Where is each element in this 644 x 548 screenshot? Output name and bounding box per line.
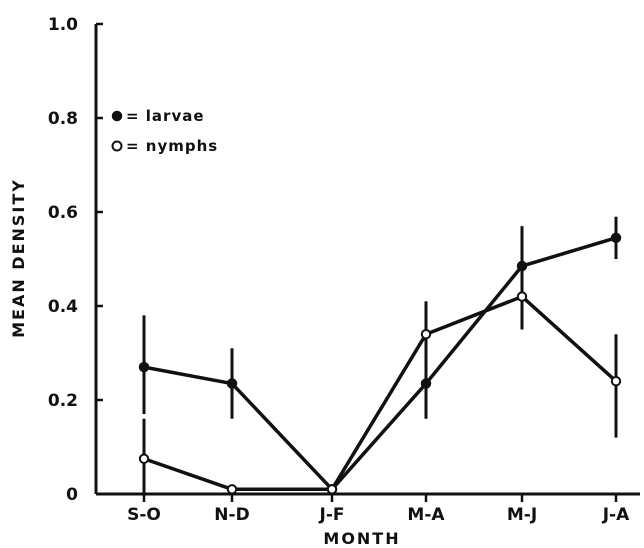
legend-nymphs-label: = nymphs bbox=[126, 137, 218, 155]
legend: = larvae = nymphs bbox=[111, 107, 218, 155]
x-tick-label: M-A bbox=[407, 505, 445, 525]
x-tick-label: S-O bbox=[127, 505, 161, 525]
legend-nymphs-marker bbox=[111, 140, 123, 152]
y-axis-ticks: 0 0.2 0.4 0.6 0.8 1.0 bbox=[48, 15, 103, 505]
legend-larvae-label: = larvae bbox=[126, 107, 205, 125]
nymphs-point bbox=[516, 291, 528, 302]
nymphs-line bbox=[143, 294, 618, 492]
larvae-point bbox=[516, 260, 528, 272]
nymphs-point bbox=[326, 484, 338, 495]
axes bbox=[94, 24, 640, 496]
x-tick-label: M-J bbox=[507, 505, 537, 525]
x-axis-title: MONTH bbox=[323, 529, 400, 548]
larvae-point bbox=[226, 378, 238, 389]
y-tick-label: 0.8 bbox=[48, 109, 78, 129]
x-axis-ticks: S-O N-D J-F M-A M-J J-A bbox=[127, 494, 630, 525]
nymphs-point bbox=[420, 329, 432, 340]
x-tick-label: J-F bbox=[319, 505, 345, 525]
y-tick-label: 1.0 bbox=[48, 15, 78, 35]
larvae-point bbox=[610, 232, 622, 244]
x-tick-label: N-D bbox=[214, 505, 249, 525]
nymphs-point bbox=[226, 484, 238, 495]
larvae-point bbox=[138, 361, 150, 373]
y-axis-title: MEAN DENSITY bbox=[9, 178, 28, 338]
larvae-line bbox=[143, 236, 617, 492]
series-nymphs bbox=[138, 273, 622, 495]
y-tick-label: 0.6 bbox=[48, 203, 78, 223]
series-layer bbox=[138, 216, 622, 495]
y-tick-label: 0 bbox=[66, 485, 78, 505]
x-tick-label: J-A bbox=[602, 505, 630, 525]
series-larvae bbox=[138, 216, 622, 495]
nymphs-point bbox=[138, 453, 150, 464]
y-tick-label: 0.4 bbox=[48, 297, 78, 317]
nymphs-point bbox=[610, 376, 622, 387]
y-tick-label: 0.2 bbox=[48, 391, 78, 411]
legend-larvae-marker bbox=[111, 110, 123, 122]
larvae-point bbox=[420, 378, 432, 389]
